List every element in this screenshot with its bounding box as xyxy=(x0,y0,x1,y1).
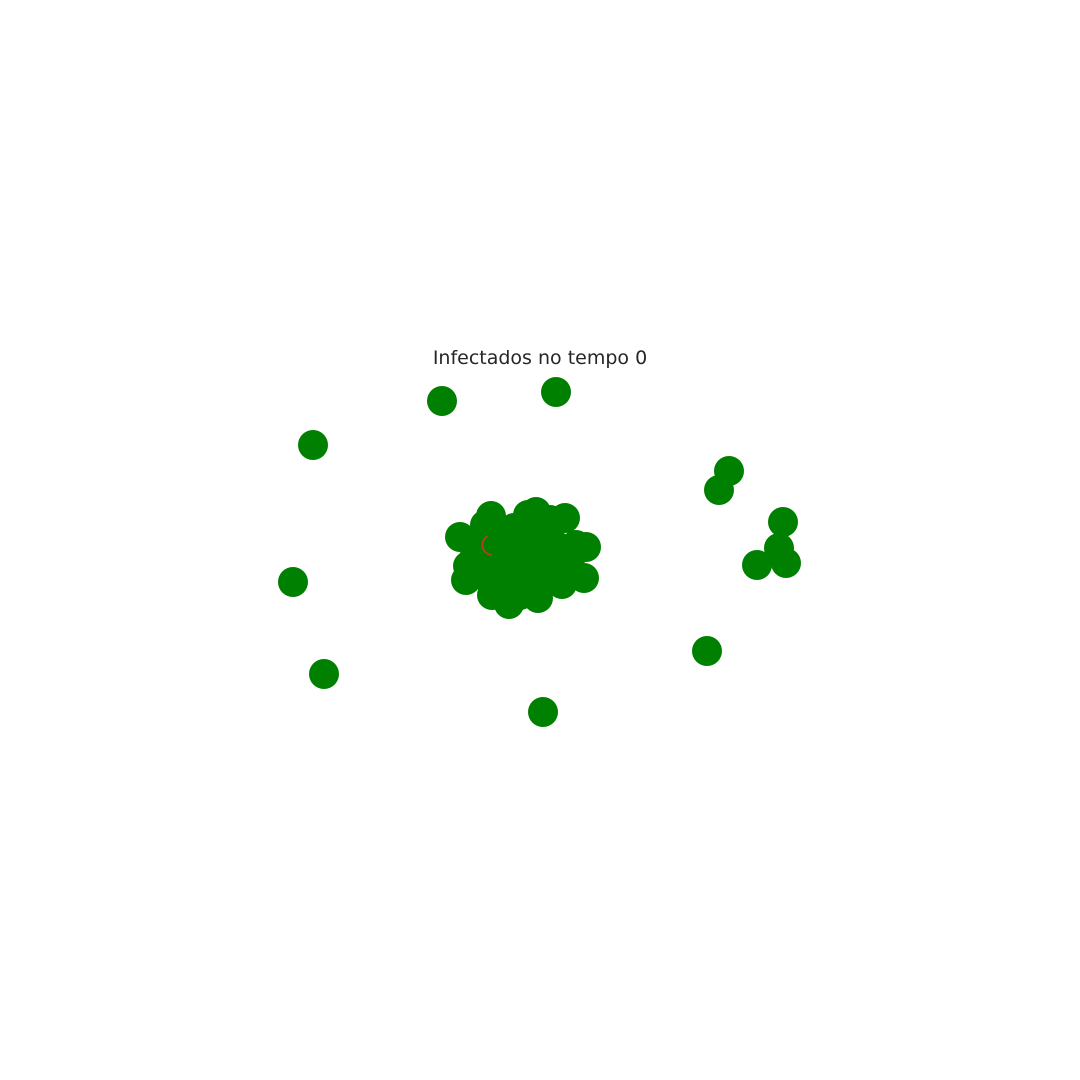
node-susceptible xyxy=(528,697,558,727)
figure-title: Infectados no tempo 0 xyxy=(432,347,648,369)
node-susceptible xyxy=(298,430,328,460)
node-susceptible xyxy=(427,386,457,416)
node-susceptible xyxy=(477,580,507,610)
node-susceptible xyxy=(771,548,801,578)
node-susceptible xyxy=(309,659,339,689)
node-susceptible xyxy=(513,500,543,530)
node-susceptible xyxy=(742,550,772,580)
node-susceptible xyxy=(463,555,493,585)
node-susceptible xyxy=(692,636,722,666)
node-susceptible xyxy=(541,377,571,407)
node-infected xyxy=(481,535,493,556)
node-susceptible xyxy=(470,510,500,540)
node-susceptible xyxy=(505,580,535,610)
nodes-layer xyxy=(278,377,801,727)
node-susceptible xyxy=(704,475,734,505)
node-susceptible xyxy=(278,567,308,597)
node-susceptible xyxy=(545,560,575,590)
node-susceptible xyxy=(768,507,798,537)
